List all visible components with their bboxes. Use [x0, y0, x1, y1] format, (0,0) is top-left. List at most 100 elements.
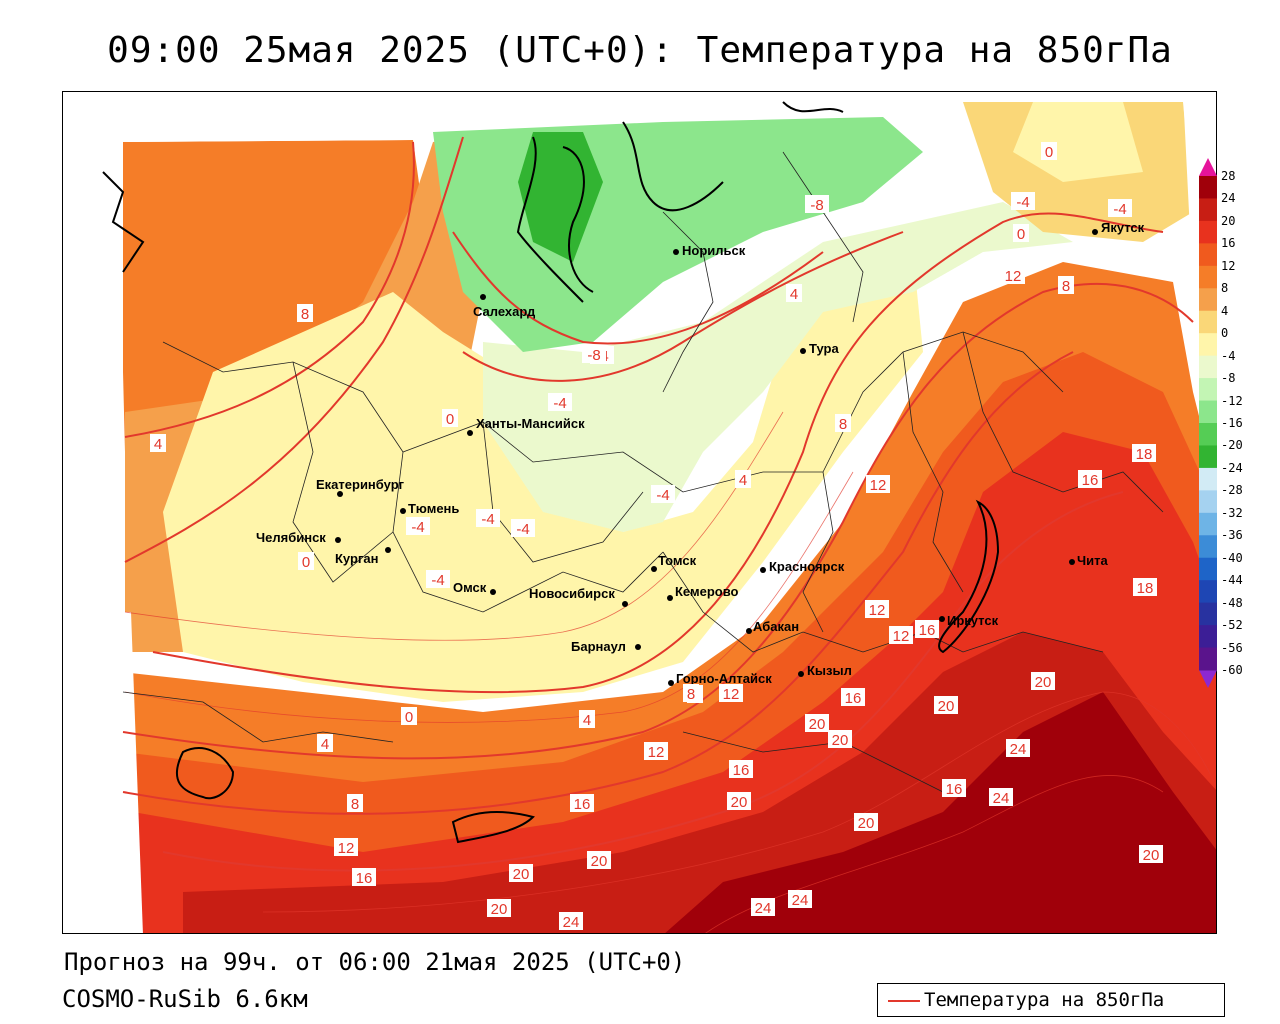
- legend-line-swatch: [888, 1000, 920, 1002]
- colorbar-bottom-arrow: [1199, 670, 1217, 688]
- isotherm-value-label: -4: [511, 519, 535, 538]
- svg-text:24: 24: [563, 914, 580, 931]
- isotherm-value-label: 16: [841, 688, 865, 707]
- colorbar-tick-label: 24: [1221, 191, 1236, 206]
- city-gorno-altaysk: Горно-Алтайск: [668, 671, 772, 686]
- svg-text:-4: -4: [553, 395, 566, 412]
- isotherm-value-label: 20: [487, 899, 511, 918]
- isotherm-value-label: 8: [297, 304, 313, 323]
- colorbar-step: [1199, 288, 1217, 312]
- city-kemerovo: Кемерово: [667, 584, 739, 601]
- city-kyzyl: Кызыл: [798, 663, 852, 678]
- svg-text:-4: -4: [516, 521, 529, 538]
- colorbar-step: [1199, 265, 1217, 289]
- svg-text:-4: -4: [481, 511, 494, 528]
- svg-text:16: 16: [845, 690, 862, 707]
- isotherm-value-label: 20: [1139, 845, 1163, 864]
- city-markers: Норильск Салехард Тура Якутск Ханты-Манс…: [256, 220, 1145, 686]
- svg-text:-8: -8: [810, 197, 823, 214]
- city-label: Якутск: [1101, 220, 1145, 235]
- city-norilsk: Норильск: [673, 243, 746, 258]
- model-name: COSMO-RuSib 6.6км: [62, 985, 308, 1013]
- city-tyumen: Тюмень: [400, 501, 459, 516]
- isotherm-value-label: 0: [1041, 142, 1057, 161]
- svg-text:12: 12: [648, 744, 665, 761]
- city-chita: Чита: [1069, 553, 1108, 568]
- svg-text:24: 24: [792, 892, 809, 909]
- svg-text:20: 20: [1143, 847, 1160, 864]
- colorbar-step: [1199, 625, 1217, 649]
- colorbar-step: [1199, 400, 1217, 424]
- isotherm-value-label: -8: [582, 345, 606, 364]
- isotherm-value-label: 4: [150, 434, 166, 453]
- svg-text:12: 12: [870, 477, 887, 494]
- isotherm-value-label: -8: [805, 195, 829, 214]
- svg-text:0: 0: [1045, 144, 1053, 161]
- city-label: Тюмень: [408, 501, 459, 516]
- isotherm-value-label: 20: [509, 864, 533, 883]
- colorbar-tick-label: -24: [1221, 460, 1243, 475]
- city-label: Чита: [1077, 553, 1108, 568]
- colorbar-step: [1199, 535, 1217, 559]
- isotherm-value-label: 12: [865, 600, 889, 619]
- city-novosibirsk: Новосибирск: [529, 586, 628, 607]
- isotherm-value-label: 24: [989, 788, 1013, 807]
- isotherm-value-label: 16: [1078, 470, 1102, 489]
- colorbar-tick-label: -48: [1221, 595, 1243, 610]
- svg-text:-4: -4: [1113, 201, 1126, 218]
- svg-text:0: 0: [302, 554, 310, 571]
- legend: Температура на 850гПа: [877, 983, 1225, 1017]
- svg-text:18: 18: [1136, 446, 1153, 463]
- city-label: Горно-Алтайск: [676, 671, 772, 686]
- svg-text:16: 16: [1082, 472, 1099, 489]
- city-label: Норильск: [682, 243, 746, 258]
- svg-text:4: 4: [739, 472, 747, 489]
- svg-text:20: 20: [1035, 674, 1052, 691]
- city-yakutsk: Якутск: [1092, 220, 1145, 235]
- isotherm-value-label: 24: [559, 912, 583, 931]
- isotherm-value-label: 4: [317, 734, 333, 753]
- colorbar-tick-label: -56: [1221, 640, 1243, 655]
- isotherm-value-label: 8: [683, 684, 699, 703]
- colorbar-step: [1199, 333, 1217, 357]
- svg-text:12: 12: [1005, 268, 1022, 285]
- colorbar-tick-label: -8: [1221, 371, 1236, 386]
- svg-text:18: 18: [1137, 580, 1154, 597]
- colorbar-tick-label: -16: [1221, 416, 1243, 430]
- colorbar-step: [1199, 580, 1217, 604]
- svg-text:8: 8: [1062, 278, 1070, 295]
- isotherm-value-label: 20: [1031, 672, 1055, 691]
- svg-text:20: 20: [491, 901, 508, 918]
- city-label: Челябинск: [256, 530, 326, 545]
- svg-text:20: 20: [591, 853, 608, 870]
- city-label: Абакан: [753, 619, 799, 634]
- svg-text:0: 0: [405, 709, 413, 726]
- svg-text:20: 20: [809, 716, 826, 733]
- colorbar-step: [1199, 378, 1217, 402]
- svg-text:4: 4: [154, 436, 162, 453]
- city-omsk: Омск: [453, 580, 496, 595]
- colorbar-step: [1199, 243, 1217, 267]
- city-kurgan: Курган: [335, 547, 391, 566]
- isotherm-value-label: 24: [788, 890, 812, 909]
- isotherm-value-label: 0: [298, 552, 314, 571]
- colorbar-step: [1199, 310, 1217, 334]
- colorbar-step: [1199, 445, 1217, 469]
- city-label: Омск: [453, 580, 487, 595]
- city-label: Кызыл: [807, 663, 852, 678]
- forecast-info: Прогноз на 99ч. от 06:00 21мая 2025 (UTC…: [64, 948, 686, 976]
- svg-text:8: 8: [839, 416, 847, 433]
- city-label: Иркутск: [947, 613, 999, 628]
- isotherm-value-label: 0: [1013, 224, 1029, 243]
- isotherm-value-label: 8: [347, 794, 363, 813]
- city-tomsk: Томск: [651, 553, 697, 572]
- colorbar-step: [1199, 557, 1217, 581]
- svg-text:16: 16: [356, 870, 373, 887]
- isotherm-value-label: 4: [579, 710, 595, 729]
- isotherm-value-label: -4: [651, 485, 675, 504]
- svg-text:-4: -4: [1016, 194, 1029, 211]
- colorbar-step: [1199, 355, 1217, 379]
- colorbar-tick-label: 12: [1221, 258, 1236, 273]
- isotherm-value-label: -4: [406, 517, 430, 536]
- svg-text:12: 12: [338, 840, 355, 857]
